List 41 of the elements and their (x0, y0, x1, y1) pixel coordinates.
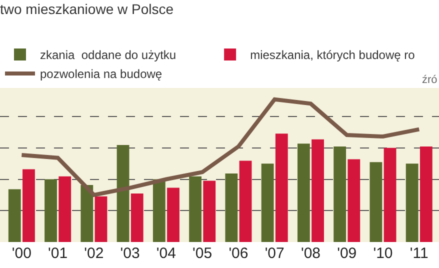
bar (370, 162, 382, 242)
bar (152, 179, 166, 242)
x-tick-label: '08 (300, 245, 321, 262)
bar (420, 146, 432, 242)
x-tick-label: '00 (12, 245, 32, 262)
bar (116, 145, 130, 242)
x-tick-label: '04 (156, 245, 176, 262)
x-tick-label: '10 (373, 245, 393, 262)
x-tick-label: '01 (48, 245, 68, 262)
legend-label: pozwolenia na budowę (40, 67, 162, 82)
text: źró (422, 74, 438, 86)
x-tick-label: '06 (228, 245, 248, 262)
x-tick-label: '07 (264, 245, 284, 262)
bar (406, 164, 418, 242)
x-tick-label: '02 (84, 245, 104, 262)
legend-label: mieszkania, których budowę ro (250, 48, 416, 62)
bar (203, 180, 216, 242)
x-tick-label: '03 (120, 245, 140, 262)
bar (348, 159, 360, 242)
bar (8, 189, 21, 242)
bar (275, 134, 288, 242)
chart-title: two mieszkaniowe w Polsce (0, 0, 174, 17)
bar (239, 160, 252, 242)
bar (312, 139, 324, 242)
bar (189, 176, 202, 242)
bar (167, 188, 180, 242)
bar (334, 146, 346, 242)
bar (94, 196, 108, 242)
legend-label: zkania oddane do użytku (40, 48, 176, 62)
bar (130, 194, 144, 242)
bar (261, 164, 274, 242)
bar (297, 144, 310, 242)
bar (80, 184, 94, 242)
bar (22, 169, 35, 242)
bar (44, 179, 57, 242)
bar (384, 148, 396, 242)
x-tick-label: '09 (337, 245, 357, 262)
x-tick-label: '05 (192, 245, 212, 262)
bar (58, 176, 72, 242)
x-tick-label: '11 (410, 245, 428, 262)
bar (225, 174, 238, 242)
